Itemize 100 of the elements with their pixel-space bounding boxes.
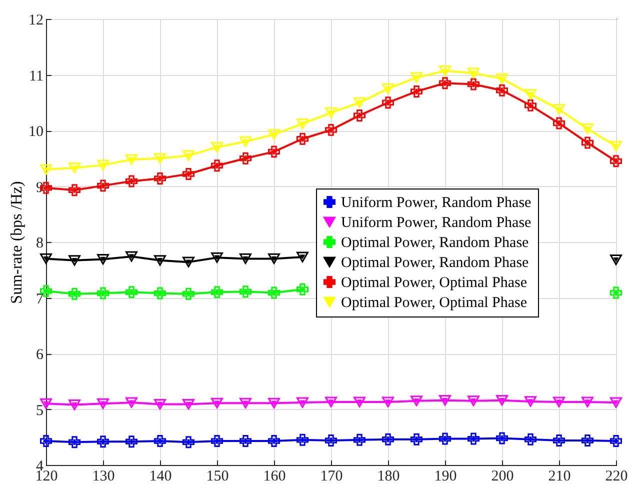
point (126, 436, 138, 448)
point (496, 84, 508, 96)
point (468, 68, 480, 78)
y-tick-label: 6 (36, 347, 44, 363)
point (68, 255, 80, 266)
point (211, 435, 223, 448)
point (610, 397, 622, 408)
point (439, 66, 451, 76)
point (211, 252, 223, 263)
x-tick-label: 160 (263, 468, 286, 484)
point (354, 109, 366, 122)
point (354, 97, 366, 108)
point (211, 286, 223, 298)
x-tick-label: 200 (491, 468, 514, 484)
point (154, 153, 166, 164)
y-tick-label: 8 (36, 236, 44, 252)
point (268, 146, 280, 158)
point (325, 107, 337, 118)
point (439, 77, 451, 90)
point (126, 286, 138, 298)
point (468, 432, 480, 445)
point (182, 256, 194, 268)
point (240, 152, 252, 164)
point (268, 435, 280, 448)
point (610, 286, 622, 299)
point (211, 142, 223, 153)
point (296, 397, 308, 408)
point (240, 253, 252, 264)
point (524, 433, 536, 446)
point (268, 286, 280, 299)
legend-label: Uniform Power, Random Phase (341, 194, 532, 211)
point (240, 286, 252, 298)
y-tick-label: 12 (28, 12, 44, 28)
point (126, 397, 138, 408)
point (439, 432, 451, 445)
point (354, 434, 366, 446)
point (154, 255, 166, 266)
x-tick-label: 140 (149, 468, 172, 484)
legend-label: Optimal Power, Optimal Phase (341, 294, 528, 311)
point (97, 180, 109, 192)
x-tick-label: 170 (320, 468, 343, 484)
point (97, 398, 109, 409)
point (582, 396, 594, 408)
point (126, 251, 138, 262)
point (182, 150, 194, 161)
point (582, 136, 594, 149)
point (496, 432, 508, 444)
point (182, 436, 194, 448)
point (211, 160, 223, 172)
point (240, 136, 252, 147)
point (268, 253, 280, 264)
y-tick-label: 11 (29, 68, 44, 84)
legend-label: Uniform Power, Random Phase (341, 214, 532, 231)
point (610, 140, 622, 152)
point (610, 254, 622, 266)
point (553, 434, 565, 446)
point (154, 287, 166, 300)
point (296, 283, 308, 296)
x-tick-label: 180 (377, 468, 400, 484)
point (382, 83, 394, 94)
point (97, 254, 109, 265)
y-tick-label: 7 (36, 291, 44, 308)
point (354, 396, 366, 408)
point (68, 184, 80, 196)
point (126, 175, 138, 188)
point (410, 396, 422, 406)
point (40, 164, 52, 175)
point (582, 434, 594, 446)
point (268, 129, 280, 140)
point (325, 124, 337, 136)
point (296, 132, 308, 145)
point (382, 96, 394, 109)
point (610, 155, 622, 168)
point (68, 400, 80, 410)
point (496, 73, 508, 84)
point (439, 395, 451, 406)
point (410, 72, 422, 83)
point (524, 88, 536, 100)
x-tick-label: 150 (206, 468, 229, 484)
point (382, 396, 394, 408)
point (154, 398, 166, 410)
point (126, 154, 138, 165)
point (154, 172, 166, 184)
x-tick-label: 130 (92, 468, 115, 484)
y-tick-label: 10 (28, 124, 44, 140)
point (182, 168, 194, 180)
point (325, 396, 337, 408)
x-tick-label: 220 (605, 468, 628, 484)
point (68, 162, 80, 174)
y-tick-label: 5 (36, 402, 44, 419)
point (240, 398, 252, 408)
point (97, 287, 109, 300)
y-axis-title: Sum-rate (bps /Hz) (8, 181, 26, 304)
point (268, 398, 280, 408)
legend-label: Optimal Power, Random Phase (341, 234, 530, 251)
point (40, 253, 52, 264)
point (496, 395, 508, 406)
point (524, 99, 536, 112)
point (553, 104, 565, 115)
point (68, 436, 80, 448)
